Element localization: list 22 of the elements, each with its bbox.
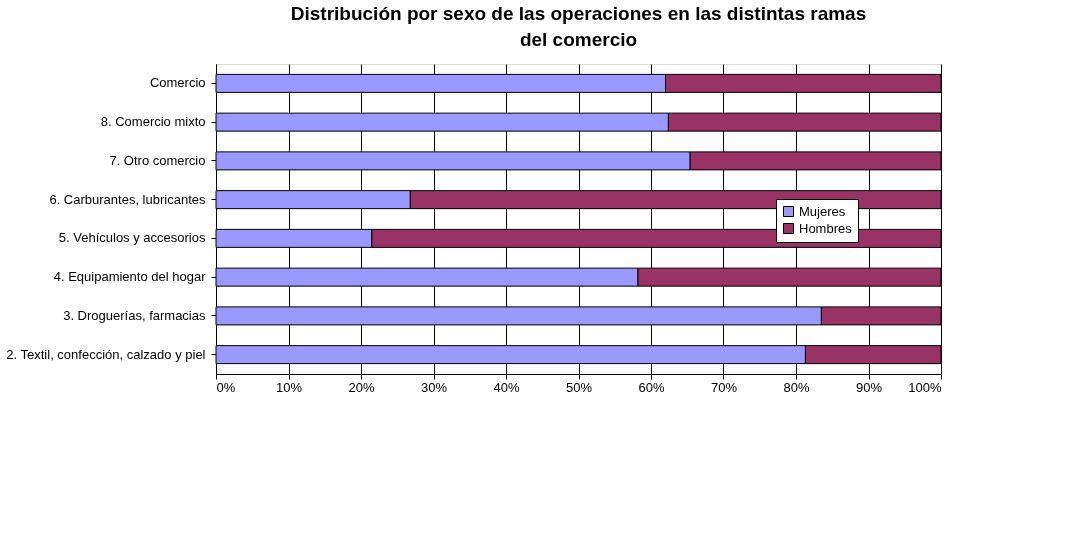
x-tick-label: 50% [565, 379, 593, 395]
x-tick-label: 60% [638, 379, 665, 395]
y-tick-label: 4. Equipamiento del hogar [53, 269, 207, 285]
y-tick-label: Comercio [149, 75, 206, 91]
x-tick-label: 80% [783, 379, 810, 395]
x-tick-label: 90% [855, 379, 883, 395]
x-tick-label: 70% [710, 379, 738, 395]
y-tick-label: 7. Otro comercio [109, 152, 206, 168]
chart-title: Distribución por sexo de las operaciones en las distintas ramas del comercio [290, 3, 867, 50]
y-tick-label: 8. Comercio mixto [100, 114, 206, 130]
legend-label: Hombres [799, 220, 853, 236]
y-tick-label: 2. Textil, confección, calzado y piel [6, 346, 206, 362]
legend-label: Mujeres [799, 203, 846, 219]
y-tick-label: 3. Droguerías, farmacias [63, 307, 206, 323]
x-tick-label: 30% [420, 379, 448, 395]
x-tick-label: 100% [908, 379, 942, 395]
x-tick-label: 20% [348, 379, 375, 395]
x-tick-label: 40% [493, 379, 520, 395]
y-tick-label: 5. Vehículos y accesorios [58, 230, 206, 246]
y-tick-label: 6. Carburantes, lubricantes [49, 191, 206, 207]
x-tick-label: 0% [216, 379, 236, 395]
x-tick-label: 10% [275, 379, 303, 395]
